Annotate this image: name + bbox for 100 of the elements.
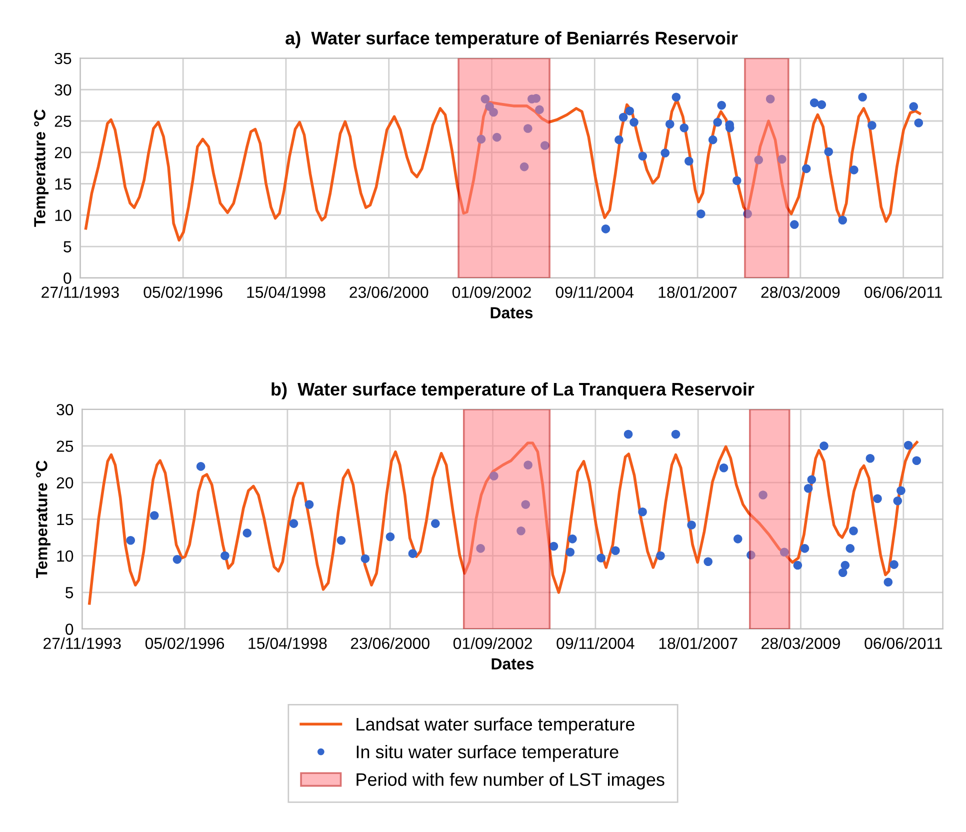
point — [480, 94, 490, 104]
legend-label: Landsat water surface temperature — [356, 717, 634, 734]
y-tick-label: 0 — [66, 624, 74, 635]
point — [696, 209, 706, 218]
point — [660, 148, 670, 158]
point — [824, 147, 833, 156]
point — [490, 472, 498, 480]
point — [601, 224, 610, 234]
point — [540, 141, 550, 150]
chart-title: a) Water surface temperature of Beniarrés Reservoir — [286, 31, 738, 48]
x-tick-label: 28/03/2009 — [761, 286, 840, 298]
x-tick-label: 06/06/2011 — [864, 286, 942, 298]
point — [476, 134, 486, 144]
point — [838, 568, 848, 578]
point — [873, 494, 882, 504]
point — [242, 528, 252, 538]
point — [625, 106, 634, 116]
x-tick-label: 15/04/1998 — [247, 286, 326, 298]
legend-label: In situ water surface temperature — [356, 745, 618, 762]
x-tick-label: 18/01/2007 — [659, 637, 738, 650]
point — [549, 542, 558, 551]
point — [687, 520, 696, 530]
point — [289, 519, 298, 528]
point — [904, 440, 913, 450]
y-tick-label: 35 — [54, 52, 72, 64]
point — [630, 118, 638, 127]
point — [568, 534, 577, 544]
point — [521, 500, 530, 509]
point — [524, 124, 532, 133]
point — [846, 544, 855, 553]
y-tick-label: 30 — [54, 84, 72, 96]
x-axis-title: Dates — [492, 658, 534, 670]
point — [596, 554, 606, 562]
point — [850, 166, 858, 174]
point — [708, 135, 718, 144]
point — [914, 118, 924, 128]
point — [858, 92, 867, 102]
y-tick-label: 10 — [55, 210, 72, 222]
x-tick-label: 23/06/2000 — [350, 286, 428, 298]
point — [196, 462, 206, 471]
point — [820, 442, 828, 450]
x-axis-title: Dates — [490, 307, 533, 318]
point — [220, 551, 230, 560]
point — [807, 475, 816, 484]
point — [665, 120, 674, 129]
y-tick-label: 15 — [55, 178, 72, 190]
point — [804, 484, 813, 493]
point — [638, 507, 647, 516]
x-tick-label: 18/01/2007 — [658, 286, 737, 298]
x-tick-label: 01/09/2002 — [453, 637, 532, 650]
y-tick-label: 10 — [57, 550, 74, 562]
point — [386, 532, 395, 542]
point — [672, 92, 681, 102]
point — [360, 554, 370, 564]
point — [733, 534, 742, 544]
x-tick-label: 15/04/1998 — [248, 637, 327, 650]
x-tick-label: 23/06/2000 — [350, 637, 430, 650]
x-tick-label: 28/03/2009 — [762, 637, 840, 650]
point — [150, 511, 159, 520]
point — [868, 121, 876, 130]
point — [849, 526, 858, 536]
y-tick-label: 20 — [56, 477, 74, 489]
point — [838, 216, 848, 225]
x-tick-label: 05/02/1996 — [144, 286, 222, 298]
point — [800, 544, 810, 553]
point — [743, 209, 752, 218]
point — [717, 100, 726, 110]
point — [896, 486, 906, 496]
point — [680, 124, 689, 132]
y-tick-label: 5 — [66, 587, 74, 598]
point — [304, 500, 314, 509]
y-tick-label: 25 — [54, 116, 72, 127]
point — [611, 546, 620, 556]
x-tick-label: 09/11/2004 — [556, 286, 634, 298]
point — [614, 135, 624, 144]
point — [890, 560, 898, 569]
y-tick-label: 25 — [56, 440, 74, 452]
point — [492, 132, 502, 142]
x-tick-label: 06/06/2011 — [864, 637, 942, 650]
point — [766, 94, 775, 104]
point — [732, 176, 742, 186]
point — [566, 548, 575, 557]
point — [172, 555, 182, 564]
point — [790, 220, 799, 229]
point — [684, 156, 694, 166]
point — [524, 460, 532, 470]
point — [516, 526, 526, 536]
point — [638, 152, 648, 161]
point — [758, 490, 768, 500]
x-tick-label: 27/11/1993 — [44, 637, 121, 650]
x-tick-label: 09/11/2004 — [556, 637, 634, 650]
x-tick-label: 05/02/1996 — [145, 637, 224, 650]
line-series — [88, 440, 918, 605]
y-tick-label: 30 — [56, 404, 74, 416]
point — [866, 454, 875, 463]
point — [780, 548, 789, 557]
x-tick-label: 01/09/2002 — [452, 286, 531, 298]
point — [754, 156, 764, 164]
x-tick-label: 27/11/1993 — [42, 286, 119, 298]
point — [746, 550, 756, 560]
